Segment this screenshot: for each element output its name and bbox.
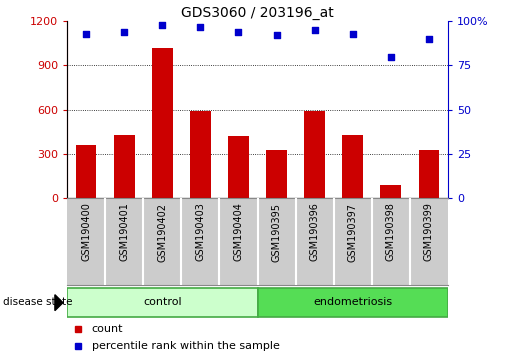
- Bar: [342, 135, 363, 198]
- Text: GSM190396: GSM190396: [310, 202, 320, 262]
- Text: GSM190395: GSM190395: [271, 202, 282, 262]
- Text: count: count: [92, 324, 123, 333]
- Text: GSM190401: GSM190401: [119, 202, 129, 262]
- Text: endometriosis: endometriosis: [313, 297, 392, 307]
- Point: [196, 24, 204, 29]
- Text: GSM190400: GSM190400: [81, 202, 91, 262]
- Bar: [381, 185, 401, 198]
- Text: GSM190403: GSM190403: [195, 202, 205, 262]
- Point: [387, 54, 395, 59]
- Text: disease state: disease state: [3, 297, 72, 307]
- Point: [82, 31, 90, 36]
- Text: GSM190398: GSM190398: [386, 202, 396, 262]
- Point: [311, 27, 319, 33]
- Text: GSM190397: GSM190397: [348, 202, 358, 262]
- Bar: [76, 145, 96, 198]
- Bar: [190, 111, 211, 198]
- Point: [120, 29, 128, 35]
- Bar: [258, 288, 448, 317]
- Point: [272, 33, 281, 38]
- Bar: [419, 149, 439, 198]
- FancyArrow shape: [55, 295, 63, 311]
- Bar: [114, 135, 134, 198]
- Point: [425, 36, 433, 42]
- Bar: [67, 288, 258, 317]
- Text: percentile rank within the sample: percentile rank within the sample: [92, 341, 280, 351]
- Text: GSM190404: GSM190404: [233, 202, 244, 262]
- Point: [234, 29, 243, 35]
- Text: GSM190402: GSM190402: [157, 202, 167, 262]
- Point: [349, 31, 357, 36]
- Point: [158, 22, 166, 28]
- Title: GDS3060 / 203196_at: GDS3060 / 203196_at: [181, 6, 334, 20]
- Bar: [266, 149, 287, 198]
- Bar: [304, 111, 325, 198]
- Bar: [152, 48, 173, 198]
- Bar: [228, 136, 249, 198]
- Text: GSM190399: GSM190399: [424, 202, 434, 262]
- Text: control: control: [143, 297, 182, 307]
